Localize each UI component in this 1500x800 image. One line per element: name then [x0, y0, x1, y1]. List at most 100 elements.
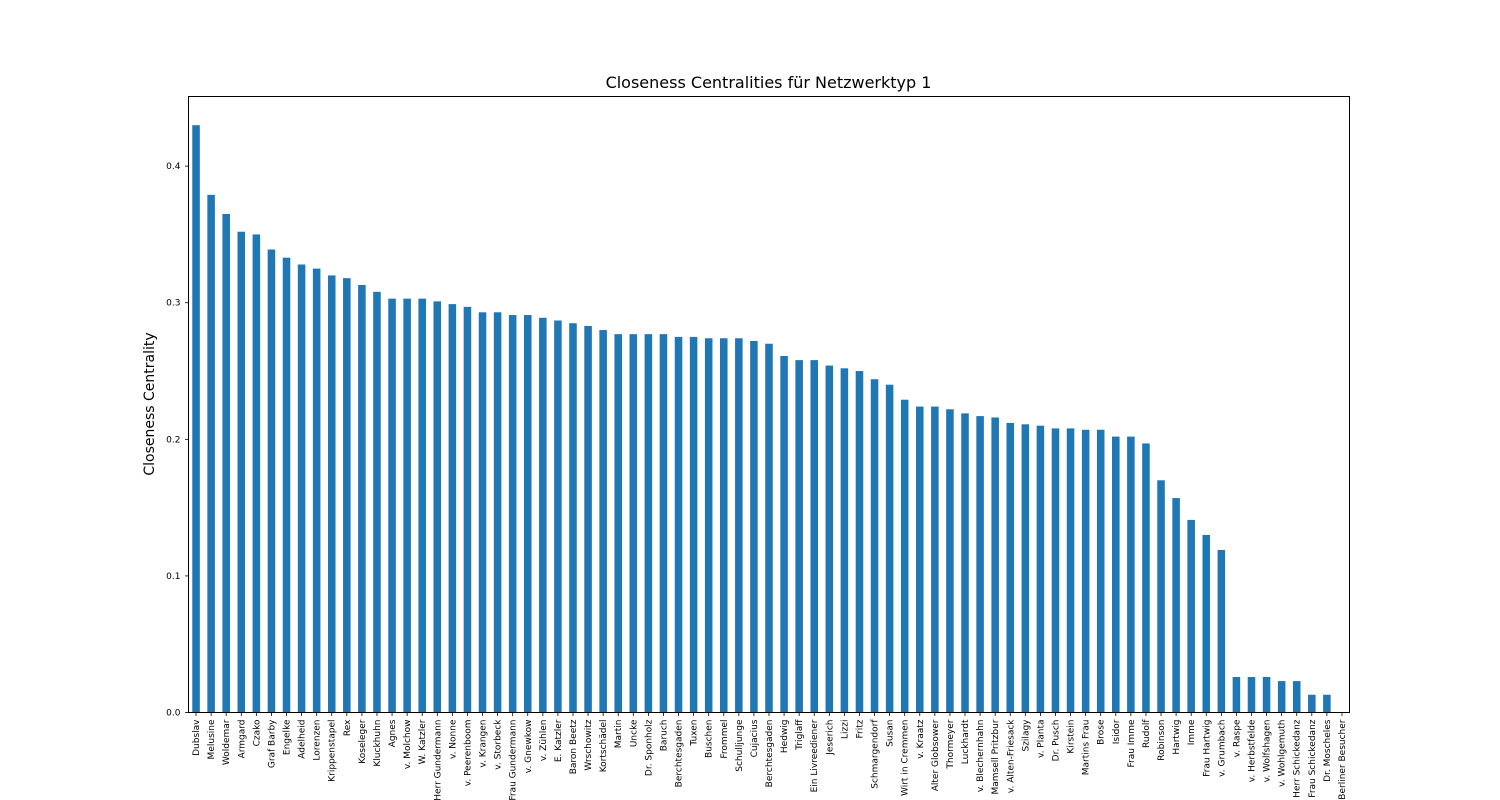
bar: [1157, 480, 1165, 713]
bar: [207, 194, 215, 713]
bar: [1051, 428, 1060, 713]
bar: [946, 409, 954, 713]
y-axis-label: Closeness Centrality: [142, 332, 158, 475]
bar: [991, 417, 999, 713]
x-tick-label: v. Nonne: [448, 719, 458, 759]
x-tick-label: Kluckhuhn: [373, 720, 383, 767]
x-tick-label: Frau Schickedanz: [1308, 719, 1318, 797]
y-tick-label: 0.1: [166, 572, 180, 582]
bar: [478, 312, 487, 713]
x-tick-label: v. Grumbach: [1217, 720, 1227, 777]
bar: [644, 334, 653, 713]
x-tick-label: Wirt in Cremmen: [901, 720, 911, 796]
x-tick-label: Susan: [886, 720, 896, 747]
bars-group: [192, 125, 1331, 713]
x-tick-label: Thormeyer: [946, 719, 956, 769]
x-tick-label: v. Zühlen: [539, 720, 549, 762]
x-tick-label: Kortschädel: [599, 720, 609, 773]
bar: [629, 334, 638, 713]
x-tick-label: Lizzi: [840, 720, 850, 739]
y-tick-label: 0.3: [166, 299, 180, 309]
x-axis: Dubslav Melusine Woldemar Armgard Czako Graf …: [192, 712, 1348, 800]
x-tick-label: Baruch: [659, 720, 669, 752]
x-tick-label: Buschen: [705, 720, 715, 758]
bar: [931, 406, 939, 713]
bar: [825, 365, 834, 713]
bar: [1232, 676, 1241, 713]
bar: [840, 368, 849, 713]
y-tick-label: 0.4: [166, 162, 181, 172]
bar: [448, 304, 457, 713]
bar: [689, 336, 698, 713]
bar: [599, 330, 607, 713]
x-tick-label: Woldemar: [222, 719, 232, 765]
y-axis: 0.0 0.1 0.2 0.3 0.4: [166, 162, 189, 719]
x-tick-label: Mamsell Pritzbur: [991, 719, 1001, 794]
x-tick-label: Hedwig: [780, 720, 790, 754]
bar: [433, 301, 442, 713]
bar: [1021, 424, 1030, 713]
x-tick-label: Dubslav: [192, 719, 202, 756]
x-tick-label: Robinson: [1157, 720, 1167, 761]
bar: [569, 323, 577, 713]
bar: [1096, 429, 1105, 713]
x-tick-label: Ein Livreediener: [810, 719, 820, 792]
x-tick-label: Uncke: [629, 719, 639, 747]
x-tick-label: Herr Gundermann: [433, 720, 443, 800]
y-tick-label: 0.2: [166, 435, 180, 445]
bar: [720, 338, 728, 713]
x-tick-label: Imme: [1187, 719, 1197, 745]
x-tick-label: Dr. Moscheles: [1323, 719, 1333, 782]
bar: [976, 416, 984, 713]
bar: [267, 249, 276, 713]
x-tick-label: Lorenzen: [313, 720, 323, 761]
y-tick-label: 0.0: [166, 709, 181, 719]
plot-frame: [188, 96, 1350, 713]
x-tick-label: Frau Imme: [1127, 719, 1137, 767]
bar: [1081, 429, 1090, 713]
bar: [1308, 694, 1316, 713]
bar: [297, 264, 306, 713]
x-tick-label: v. Raspe: [1232, 719, 1242, 757]
bar: [222, 213, 230, 713]
bar: [1006, 422, 1015, 713]
x-tick-label: v. Wolfshagen: [1263, 720, 1273, 783]
bar: [584, 325, 592, 713]
bar: [659, 334, 668, 713]
bar: [523, 315, 532, 713]
x-tick-label: Isidor: [1112, 719, 1122, 744]
x-tick-label: Agnes: [388, 719, 398, 747]
bar: [1217, 549, 1226, 713]
x-tick-label: v. Peerenboom: [463, 720, 473, 787]
x-tick-label: E. Katzler: [554, 719, 564, 762]
bar: [388, 298, 396, 713]
x-tick-label: Schulljunge: [735, 719, 745, 772]
x-tick-label: Krippenstapel: [328, 720, 338, 782]
bar: [674, 336, 683, 713]
bar: [539, 317, 547, 713]
x-tick-label: Szilagy: [1021, 719, 1031, 752]
x-tick-label: v. Gnewkow: [524, 720, 534, 774]
x-tick-label: Berliner Besucher: [1338, 719, 1348, 800]
bar: [252, 234, 261, 713]
bar: [916, 406, 924, 713]
bar: [373, 291, 381, 713]
bar: [358, 284, 366, 713]
bar: [343, 278, 351, 713]
bar: [961, 413, 969, 713]
x-tick-label: Martins Frau: [1082, 720, 1092, 776]
x-tick-label: Engelke: [283, 719, 293, 755]
x-tick-label: v. Krangen: [479, 720, 489, 768]
bar: [508, 315, 517, 713]
bar: [885, 384, 894, 713]
x-tick-label: v. Herbstfelde: [1247, 719, 1257, 782]
x-tick-label: Frau Hartwig: [1202, 720, 1212, 777]
bar: [192, 125, 200, 713]
x-tick-label: Frommel: [720, 720, 730, 759]
x-tick-label: Alter Globsower: [931, 719, 941, 791]
bar: [312, 268, 321, 713]
bar: [1247, 676, 1256, 713]
bar: [237, 231, 246, 713]
x-tick-label: Schmargendorf: [871, 719, 881, 789]
